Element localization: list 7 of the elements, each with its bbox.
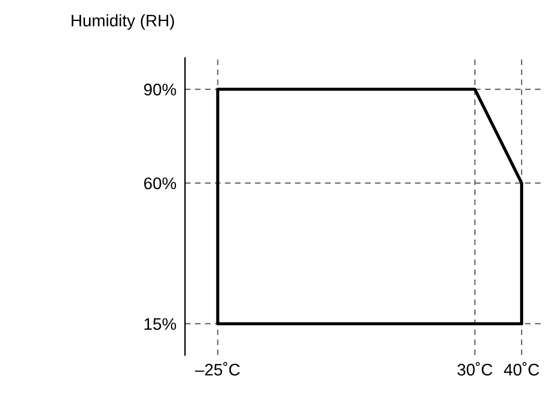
x-tick-label: 40˚C xyxy=(504,362,540,376)
x-tick-label: 30˚C xyxy=(457,362,492,376)
y-tick-label: 90% xyxy=(144,84,176,96)
x-tick-label: –25˚C xyxy=(195,362,240,376)
y-tick-label: 60% xyxy=(144,177,176,190)
y-tick-label: 15% xyxy=(144,318,176,330)
y-axis-title: Humidity (RH) xyxy=(72,14,174,30)
